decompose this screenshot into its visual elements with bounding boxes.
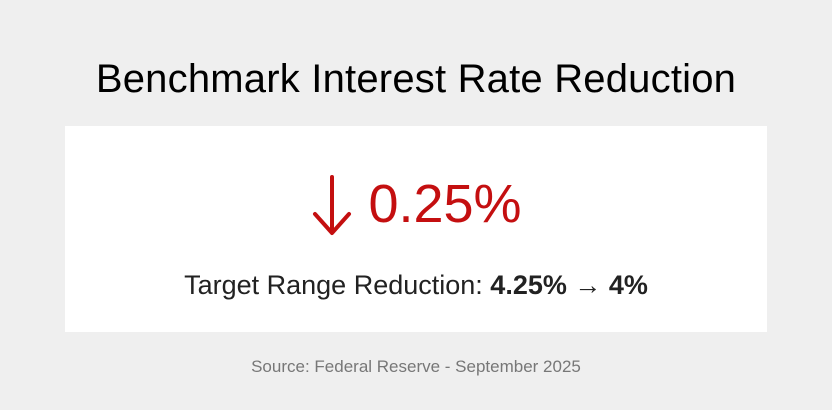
arrow-down-icon [313, 175, 352, 235]
rate-change-row: 0.25% [65, 168, 767, 240]
rate-change-value: 0.25% [368, 174, 522, 234]
target-range-values: 4.25% → 4% [490, 270, 648, 300]
page-title: Benchmark Interest Rate Reduction [95, 57, 737, 101]
rate-card: 0.25% Target Range Reduction: 4.25% → 4% [65, 126, 767, 332]
target-range-label: Target Range Reduction: [184, 270, 483, 300]
target-range-row: Target Range Reduction: 4.25% → 4% [65, 268, 767, 302]
source-note: Source: Federal Reserve - September 2025 [251, 357, 581, 376]
